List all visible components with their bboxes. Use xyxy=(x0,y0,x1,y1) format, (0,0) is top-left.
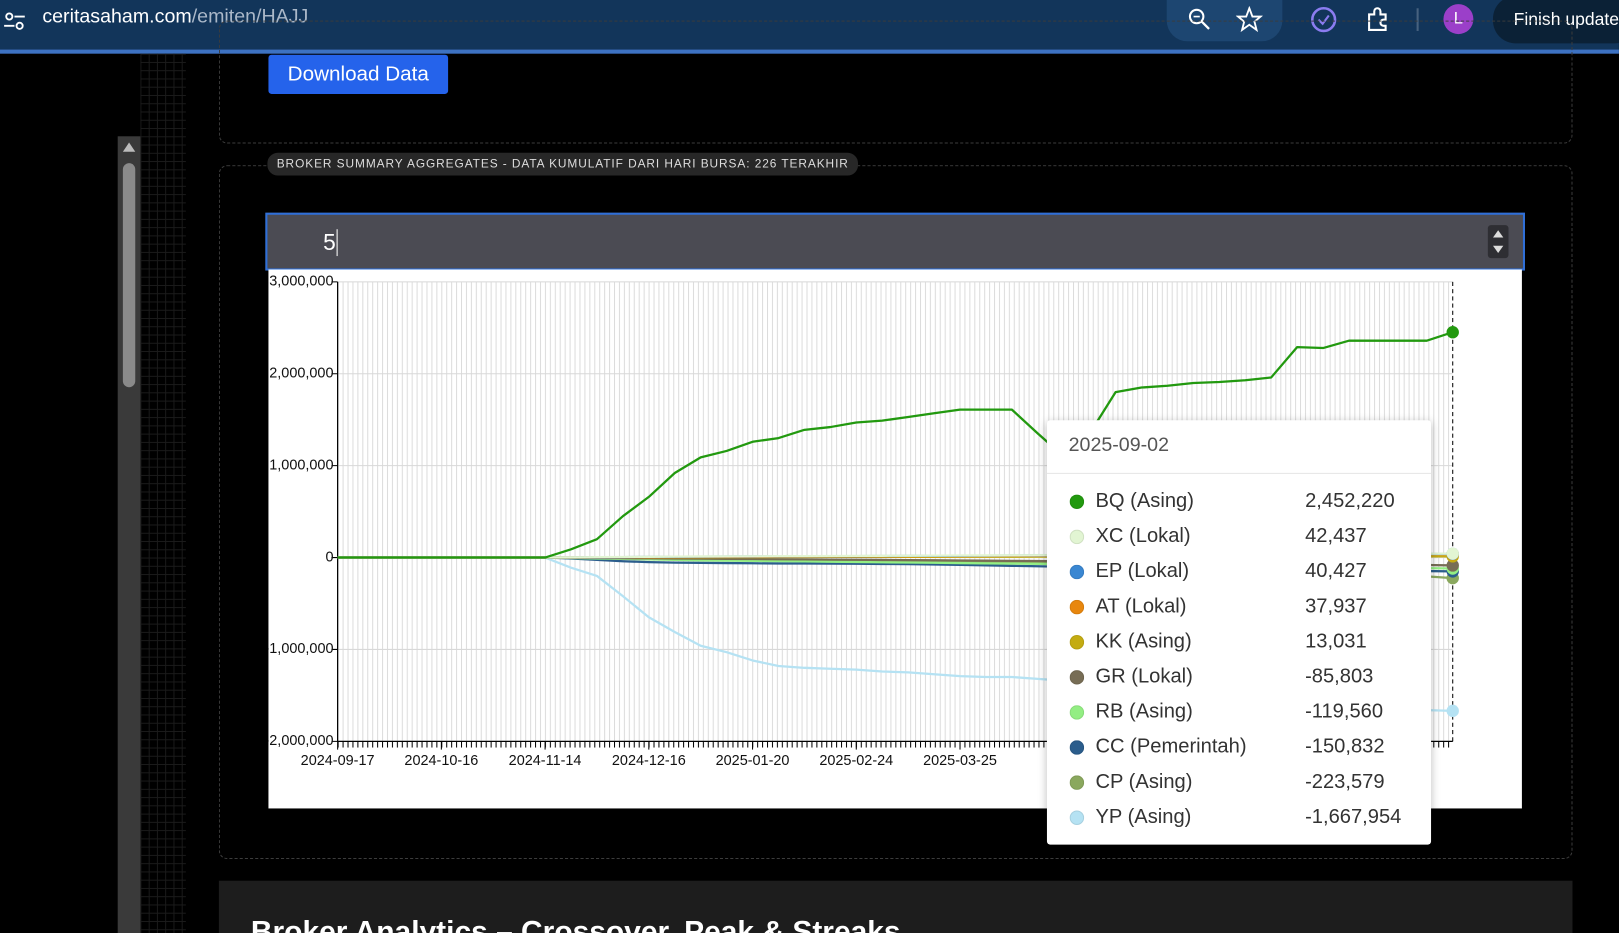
end-point xyxy=(1446,326,1459,339)
legend-marker xyxy=(1069,740,1085,755)
x-tick-label: 2024-12-16 xyxy=(612,753,686,769)
y-tick-label: 2,000,000 xyxy=(269,366,333,382)
series-line xyxy=(337,331,1454,559)
tooltip: 2025-09-02 BQ (Asing) 2,452,220 XC (Lokal)… xyxy=(1046,420,1432,845)
legend-label: XC (Lokal) xyxy=(1095,524,1191,548)
number-input[interactable]: 5 xyxy=(265,212,1526,271)
tooltip-row: EP (Lokal) 40,427 xyxy=(1047,554,1431,589)
scroll-up-arrow[interactable] xyxy=(122,141,136,153)
input-value: 5 xyxy=(323,229,338,257)
legend-marker xyxy=(1069,705,1085,720)
tooltip-value: 40,427 xyxy=(1305,559,1367,583)
tooltip-value: -150,832 xyxy=(1305,735,1385,758)
legend-label: AT (Lokal) xyxy=(1095,594,1187,618)
site-info-icon[interactable] xyxy=(2,8,27,33)
tooltip-row: CC (Pemerintah) -150,832 xyxy=(1047,730,1431,765)
end-point xyxy=(1446,704,1459,718)
legend-label: EP (Lokal) xyxy=(1095,559,1190,583)
legend-label: GR (Lokal) xyxy=(1095,664,1193,688)
tooltip-value: -223,579 xyxy=(1305,770,1385,793)
legend-marker xyxy=(1069,634,1085,650)
analytics-section: Broker Analytics – Crossover, Peak & Str… xyxy=(218,880,1573,933)
legend-marker xyxy=(1069,564,1085,580)
x-tick-label: 2024-11-14 xyxy=(509,753,582,769)
tooltip-row: BQ (Asing) 2,452,220 xyxy=(1047,484,1431,519)
tooltip-row: YP (Asing) -1,667,954 xyxy=(1047,800,1431,835)
end-point xyxy=(1446,559,1459,572)
legend-marker xyxy=(1069,599,1085,615)
tooltip-value: 13,031 xyxy=(1305,629,1367,653)
spin-buttons[interactable] xyxy=(1487,225,1509,259)
tooltip-value: -1,667,954 xyxy=(1305,805,1402,829)
legend-marker xyxy=(1069,529,1085,545)
end-point xyxy=(1446,547,1459,560)
y-tick-label: 3,000,000 xyxy=(269,274,333,290)
background-grid xyxy=(140,53,186,933)
tooltip-separator xyxy=(1046,472,1432,474)
tooltip-title: 2025-09-02 xyxy=(1068,434,1169,457)
tooltip-value: 2,452,220 xyxy=(1305,489,1395,513)
download-button[interactable]: Download Data xyxy=(268,54,449,94)
profile-avatar[interactable]: L xyxy=(1443,4,1474,35)
x-tick-label: 2024-10-16 xyxy=(404,753,478,769)
tooltip-value: 42,437 xyxy=(1305,524,1367,548)
x-tick-label: 2024-09-17 xyxy=(301,753,375,769)
legend-marker xyxy=(1069,494,1085,510)
panel-legend: BROKER SUMMARY AGGREGATES - DATA KUMULAT… xyxy=(267,152,859,176)
y-tick-label: 1,000,000 xyxy=(269,457,333,473)
download-panel xyxy=(218,20,1573,144)
x-tick-label: 2025-03-25 xyxy=(923,753,997,769)
url-domain: ceritasaham.com xyxy=(42,6,192,28)
legend-marker xyxy=(1069,810,1085,825)
separator xyxy=(1416,8,1419,31)
zoom-icon[interactable] xyxy=(1187,7,1212,32)
legend-label: CC (Pemerintah) xyxy=(1095,735,1247,758)
tooltip-value: 37,937 xyxy=(1305,594,1367,618)
tooltip-row: XC (Lokal) 42,437 xyxy=(1047,519,1431,554)
chart-panel xyxy=(218,165,1573,860)
legend-label: CP (Asing) xyxy=(1095,770,1193,793)
tooltip-row: KK (Asing) 13,031 xyxy=(1047,625,1431,660)
tooltip-value: -85,803 xyxy=(1305,664,1374,688)
legend-label: KK (Asing) xyxy=(1095,629,1192,653)
tooltip-row: RB (Asing) -119,560 xyxy=(1047,695,1431,730)
x-tick-label: 2025-01-20 xyxy=(716,753,790,769)
address-bar[interactable]: ceritasaham.com/emiten/HAJJ xyxy=(42,6,308,29)
tooltip-row: AT (Lokal) 37,937 xyxy=(1047,590,1431,625)
extensions-icon[interactable] xyxy=(1364,5,1393,34)
tooltip-row: GR (Lokal) -85,803 xyxy=(1047,660,1431,695)
legend-marker xyxy=(1069,775,1085,790)
toolbar-border xyxy=(0,49,1619,54)
legend-label: BQ (Asing) xyxy=(1095,489,1194,513)
scrollbar-thumb[interactable] xyxy=(122,163,136,388)
x-minor-ticks xyxy=(337,741,1453,748)
tooltip-value: -119,560 xyxy=(1305,700,1384,723)
legend-label: YP (Asing) xyxy=(1095,805,1192,829)
x-tick-label: 2025-02-24 xyxy=(819,753,893,769)
legend-label: RB (Asing) xyxy=(1095,700,1193,723)
y-tick-label: -2,000,000 xyxy=(268,733,333,749)
y-tick-label: 0 xyxy=(325,549,333,565)
section-title: Broker Analytics – Crossover, Peak & Str… xyxy=(250,915,901,933)
bookmark-icon[interactable] xyxy=(1235,6,1263,33)
y-tick-label: -1,000,000 xyxy=(268,641,333,657)
tooltip-row: CP (Asing) -223,579 xyxy=(1047,765,1431,800)
legend-marker xyxy=(1069,670,1085,685)
